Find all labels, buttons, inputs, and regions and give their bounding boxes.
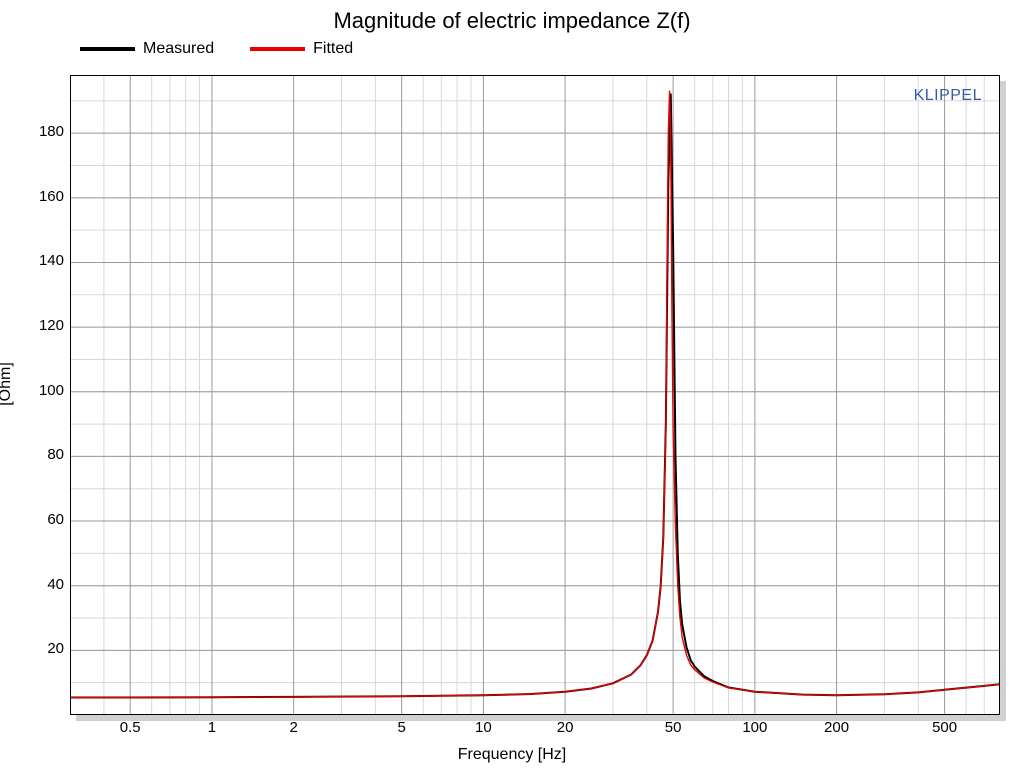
x-tick: 10 — [463, 719, 503, 736]
legend-swatch-fitted — [250, 47, 305, 51]
x-tick: 1 — [192, 719, 232, 736]
x-tick: 2 — [274, 719, 314, 736]
legend-label-measured: Measured — [143, 40, 214, 58]
y-tick: 160 — [39, 188, 64, 205]
x-tick: 200 — [817, 719, 857, 736]
plot-svg — [70, 75, 1000, 715]
watermark-label: KLIPPEL — [914, 87, 982, 105]
y-tick: 100 — [39, 382, 64, 399]
y-tick: 140 — [39, 252, 64, 269]
legend: Measured Fitted — [80, 40, 353, 58]
x-tick: 100 — [735, 719, 775, 736]
x-tick: 0.5 — [110, 719, 150, 736]
y-tick: 120 — [39, 317, 64, 334]
chart-container: Magnitude of electric impedance Z(f) Mea… — [0, 0, 1024, 768]
x-tick: 20 — [545, 719, 585, 736]
x-tick: 500 — [925, 719, 965, 736]
x-axis-label: Frequency [Hz] — [0, 746, 1024, 764]
y-tick: 180 — [39, 123, 64, 140]
legend-swatch-measured — [80, 47, 135, 51]
y-tick: 20 — [47, 640, 64, 657]
legend-label-fitted: Fitted — [313, 40, 353, 58]
x-tick: 5 — [382, 719, 422, 736]
y-tick: 80 — [47, 446, 64, 463]
x-tick: 50 — [653, 719, 693, 736]
chart-title: Magnitude of electric impedance Z(f) — [0, 8, 1024, 34]
plot-area: KLIPPEL — [70, 75, 1000, 715]
y-axis-label: [Ohm] — [0, 362, 15, 406]
y-tick: 40 — [47, 576, 64, 593]
y-tick: 60 — [47, 511, 64, 528]
